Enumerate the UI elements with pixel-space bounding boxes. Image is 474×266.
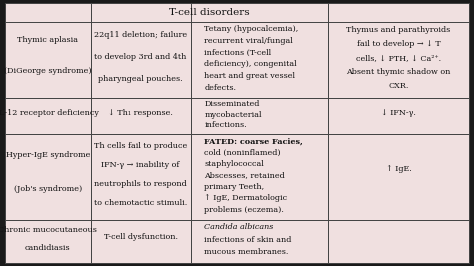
Bar — [191, 220, 328, 263]
Text: Thymic aplasia: Thymic aplasia — [17, 36, 78, 44]
Text: deficiency), congenital: deficiency), congenital — [204, 60, 297, 68]
Text: ↓ Th₁ response.: ↓ Th₁ response. — [108, 109, 173, 117]
Text: defects.: defects. — [204, 84, 236, 92]
Text: (Job's syndrome): (Job's syndrome) — [14, 185, 82, 193]
Bar — [5, 134, 91, 220]
Bar — [328, 134, 469, 220]
Bar — [91, 3, 328, 22]
Text: problems (eczema).: problems (eczema). — [204, 206, 284, 214]
Text: Absent thymic shadow on: Absent thymic shadow on — [346, 68, 451, 76]
Bar — [328, 98, 469, 134]
Text: recurrent viral/fungal: recurrent viral/fungal — [204, 37, 293, 45]
Text: FATED: coarse Facies,: FATED: coarse Facies, — [204, 137, 303, 145]
Text: Candida albicans: Candida albicans — [204, 223, 273, 231]
Bar — [5, 220, 91, 263]
Text: T-cell disorders: T-cell disorders — [169, 8, 249, 17]
Bar — [328, 22, 469, 98]
Bar — [5, 98, 91, 134]
Text: IL-12 receptor deficiency: IL-12 receptor deficiency — [0, 109, 99, 117]
Text: heart and great vessel: heart and great vessel — [204, 72, 295, 80]
Text: Th cells fail to produce: Th cells fail to produce — [94, 142, 187, 150]
Text: mucous membranes.: mucous membranes. — [204, 248, 289, 256]
Text: 22q11 deletion; failure: 22q11 deletion; failure — [94, 31, 187, 39]
Text: Disseminated: Disseminated — [204, 100, 260, 108]
Bar — [91, 98, 191, 134]
Text: to chemotactic stimuli.: to chemotactic stimuli. — [94, 199, 187, 207]
Text: Thymus and parathyroids: Thymus and parathyroids — [346, 27, 451, 35]
Text: IFN-γ → inability of: IFN-γ → inability of — [101, 161, 180, 169]
Text: candidiasis: candidiasis — [25, 244, 71, 252]
Bar — [191, 22, 328, 98]
Bar — [328, 220, 469, 263]
Bar — [91, 220, 191, 263]
Bar — [191, 134, 328, 220]
Text: mycobacterial: mycobacterial — [204, 111, 262, 119]
Text: T-cell dysfunction.: T-cell dysfunction. — [104, 233, 178, 241]
Bar — [5, 3, 469, 22]
Text: (DiGeorge syndrome): (DiGeorge syndrome) — [4, 67, 91, 75]
Bar — [91, 134, 191, 220]
Text: neutrophils to respond: neutrophils to respond — [94, 180, 187, 188]
Text: ↑ IgE, Dermatologic: ↑ IgE, Dermatologic — [204, 194, 287, 202]
Text: fail to develop → ↓ T: fail to develop → ↓ T — [356, 40, 440, 48]
Text: pharyngeal pouches.: pharyngeal pouches. — [98, 75, 183, 83]
Text: Tetany (hypocalcemia),: Tetany (hypocalcemia), — [204, 25, 299, 33]
Bar — [91, 22, 191, 98]
Text: Chronic mucocutaneous: Chronic mucocutaneous — [0, 226, 97, 234]
Text: CXR.: CXR. — [388, 82, 409, 90]
Text: cold (noninflamed): cold (noninflamed) — [204, 149, 281, 157]
Text: cells, ↓ PTH, ↓ Ca²⁺.: cells, ↓ PTH, ↓ Ca²⁺. — [356, 54, 441, 62]
Text: Hyper-IgE syndrome: Hyper-IgE syndrome — [6, 151, 90, 159]
Text: ↓ IFN-γ.: ↓ IFN-γ. — [381, 109, 416, 117]
Text: primary Teeth,: primary Teeth, — [204, 183, 264, 191]
Bar — [5, 22, 91, 98]
Text: staphylococcal: staphylococcal — [204, 160, 264, 168]
Text: infections (T-cell: infections (T-cell — [204, 49, 272, 57]
Bar — [191, 98, 328, 134]
Text: infections.: infections. — [204, 121, 247, 129]
Text: ↑ IgE.: ↑ IgE. — [385, 165, 411, 173]
Text: infections of skin and: infections of skin and — [204, 236, 292, 244]
Text: to develop 3rd and 4th: to develop 3rd and 4th — [94, 53, 187, 61]
Text: Abscesses, retained: Abscesses, retained — [204, 171, 285, 180]
